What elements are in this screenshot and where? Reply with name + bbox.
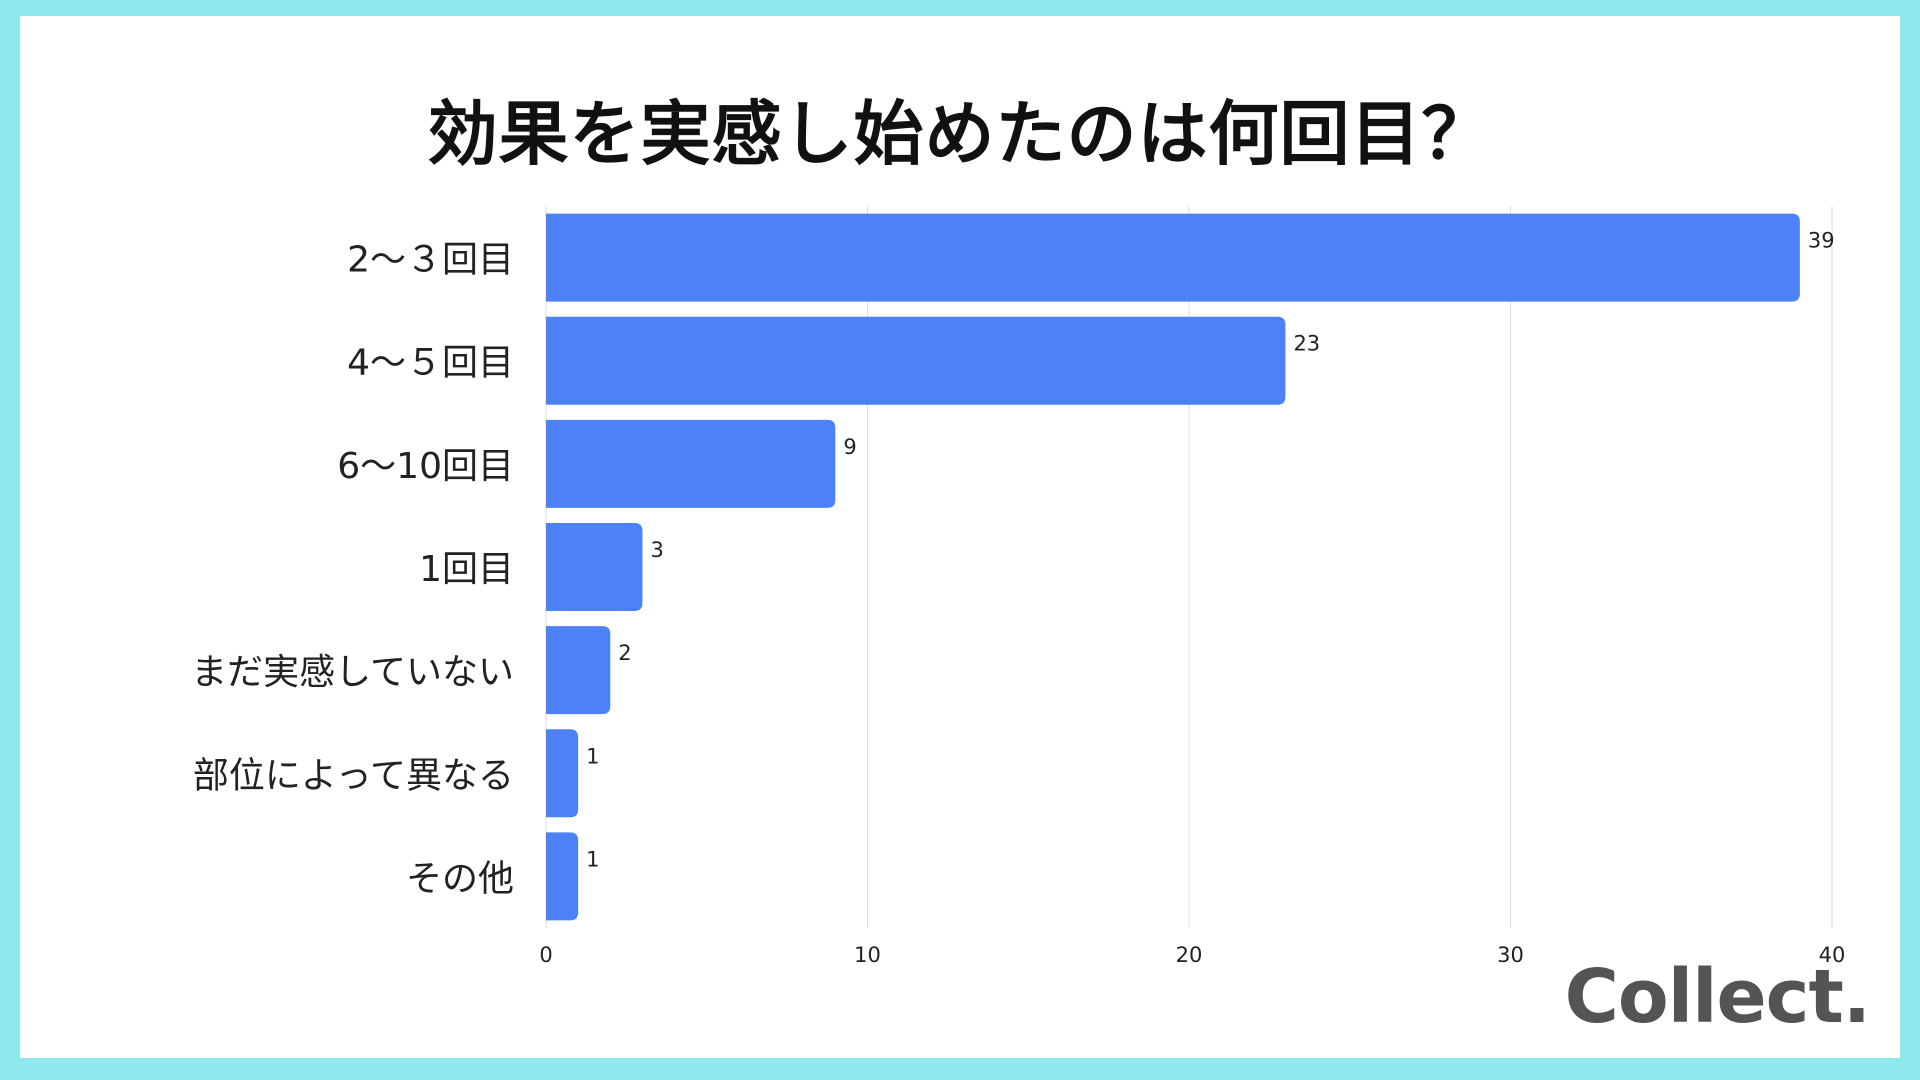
value-label: 39: [1808, 229, 1835, 253]
bar: [546, 316, 1286, 405]
x-tick-label: 0: [539, 943, 552, 967]
x-tick-label: 40: [1819, 943, 1846, 967]
category-label: 6〜10回目: [337, 446, 514, 487]
bar: [546, 832, 579, 921]
value-label: 1: [586, 847, 599, 871]
value-label: 1: [586, 744, 599, 768]
x-tick-label: 20: [1176, 943, 1203, 967]
category-label: 2〜３回目: [347, 240, 514, 281]
bars: [546, 213, 1800, 921]
category-label: 1回目: [419, 549, 514, 590]
bar: [546, 729, 579, 818]
category-label: まだ実感していない: [191, 652, 514, 693]
bar: [546, 626, 611, 715]
chart-title: 効果を実感し始めたのは何回目？: [427, 93, 1493, 175]
category-label: その他: [406, 858, 514, 899]
value-label: 2: [618, 641, 631, 665]
bar-chart: 0 10 20 30 40 2〜３回目 39 4〜５回目 23 6〜10回目 9 1回目 3 まだ実感して…: [191, 206, 1845, 967]
x-tick-label: 30: [1497, 943, 1524, 967]
chart-frame: 効果を実感し始めたのは何回目？ 0 10 20 30 40 2〜３回目 39 4〜５回目 23 6…: [20, 16, 1900, 1058]
category-label: 部位によって異なる: [193, 755, 514, 796]
gridlines: [545, 206, 1833, 928]
category-label: 4〜５回目: [347, 343, 514, 384]
labels: 0 10 20 30 40 2〜３回目 39 4〜５回目 23 6〜10回目 9 1回目 3 まだ実感して…: [191, 229, 1845, 967]
bar: [546, 419, 836, 508]
value-label: 23: [1293, 332, 1320, 356]
value-label: 9: [843, 435, 856, 459]
x-tick-label: 10: [854, 943, 881, 967]
value-label: 3: [650, 538, 663, 562]
bar: [546, 523, 643, 611]
bar: [546, 213, 1800, 302]
collect-logo: Collect.: [1564, 954, 1871, 1040]
